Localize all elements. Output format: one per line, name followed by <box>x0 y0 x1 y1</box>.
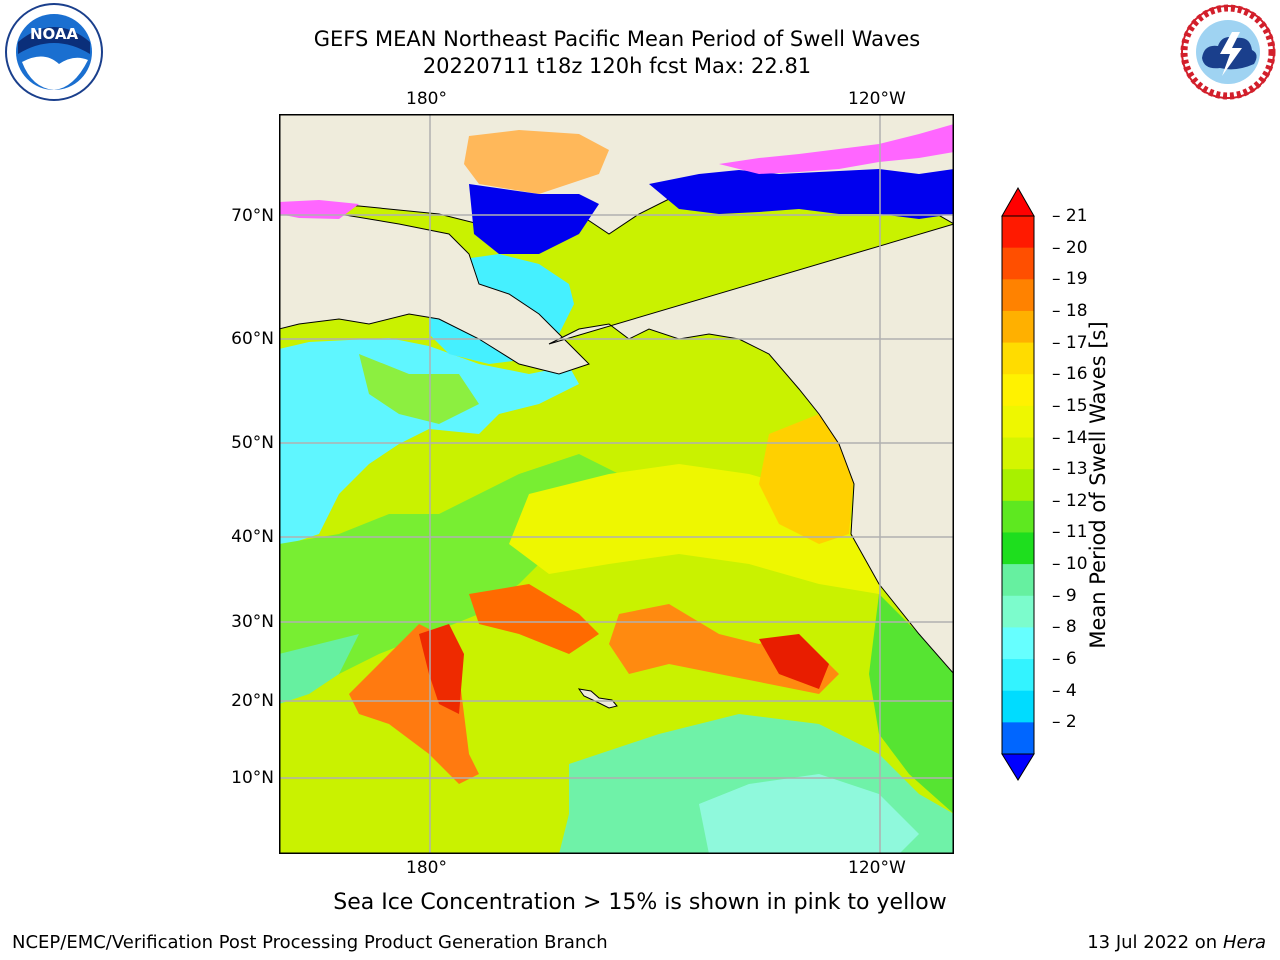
red-swell-core-east <box>759 634 829 689</box>
lat-label-70n: 70°N <box>231 206 274 226</box>
colorbar-swatch <box>1002 532 1034 565</box>
colorbar-tick-label: – 16 <box>1052 364 1088 385</box>
lon-label-top-180: 180° <box>406 89 447 109</box>
colorbar-tick-label: – 15 <box>1052 395 1088 416</box>
colorbar-swatch <box>1002 342 1034 375</box>
colorbar-tick-label: – 8 <box>1052 617 1077 638</box>
cyan-swell-zone <box>279 338 579 554</box>
national-weather-service-logo-icon <box>1180 4 1276 100</box>
lat-label-10n: 10°N <box>231 768 274 788</box>
colorbar-tick-label: – 19 <box>1052 269 1088 290</box>
red-swell-streak-central <box>469 584 599 654</box>
colorbar-swatch <box>1002 310 1034 344</box>
lon-label-top-120w: 120°W <box>848 89 906 109</box>
colorbar-tick-label: – 13 <box>1052 459 1088 480</box>
colorbar-tick-label: – 2 <box>1052 712 1077 733</box>
colorbar-swatch <box>1002 564 1034 597</box>
colorbar-tick-label: – 18 <box>1052 300 1088 321</box>
noaa-logo-icon: NOAA <box>5 3 103 101</box>
colorbar <box>1001 186 1035 781</box>
colorbar-tick-label: – 9 <box>1052 585 1077 606</box>
colorbar-swatch <box>1002 469 1034 502</box>
colorbar-tick-label: – 20 <box>1052 237 1088 258</box>
map-border <box>279 114 954 854</box>
colorbar-tick-label: – 6 <box>1052 649 1077 670</box>
lat-label-60n: 60°N <box>231 329 274 349</box>
lat-label-30n: 30°N <box>231 612 274 632</box>
lon-label-bottom-120w: 120°W <box>848 858 906 878</box>
chart-subtitle: 20220711 t18z 120h fcst Max: 22.81 <box>422 54 812 78</box>
colorbar-swatch <box>1002 627 1034 660</box>
lat-label-50n: 50°N <box>231 433 274 453</box>
colorbar-tick-label: – 11 <box>1052 522 1088 543</box>
orange-swell-zone <box>759 414 854 544</box>
tropical-cyan-zone <box>699 774 919 854</box>
lat-label-40n: 40°N <box>231 527 274 547</box>
colorbar-swatch <box>1002 216 1034 249</box>
colorbar-tick-label: – 21 <box>1052 206 1088 226</box>
mint-swell-zone <box>279 634 359 704</box>
sea-ice-note: Sea Ice Concentration > 15% is shown in … <box>333 890 947 915</box>
sea-ice-beaufort-pink <box>719 124 954 174</box>
green-coastal-band <box>869 594 954 814</box>
colorbar-swatch <box>1002 374 1034 407</box>
swell-period-map[interactable] <box>279 114 954 854</box>
colorbar-tick-label: – 4 <box>1052 680 1077 701</box>
sea-ice-blue-low-period <box>469 184 599 254</box>
sea-ice-beaufort-blue <box>649 169 954 219</box>
colorbar-title: Mean Period of Swell Waves [s] <box>1086 321 1110 649</box>
sea-ice-chukchi <box>464 130 609 194</box>
colorbar-swatch <box>1002 595 1034 628</box>
colorbar-tick-label: – 10 <box>1052 554 1088 575</box>
footer-host: Hera <box>1222 932 1266 953</box>
land-siberia <box>279 208 590 375</box>
colorbar-swatch <box>1002 437 1034 470</box>
colorbar-swatch <box>1002 659 1034 692</box>
land-hawaii <box>577 688 618 709</box>
colorbar-tick-label: – 12 <box>1052 490 1088 511</box>
colorbar-swatch <box>1002 690 1034 723</box>
lon-label-bottom-180: 180° <box>406 858 447 878</box>
lat-label-20n: 20°N <box>231 691 274 711</box>
colorbar-swatch <box>1002 405 1034 439</box>
colorbar-swatch <box>1002 722 1034 755</box>
footer-date: 13 Jul 2022 on Hera <box>1087 932 1266 953</box>
colorbar-tick-label: – 14 <box>1052 427 1088 448</box>
noaa-logo-text: NOAA <box>30 25 79 43</box>
green-patch <box>359 354 479 424</box>
colorbar-swatch <box>1002 279 1034 312</box>
graticule <box>279 114 954 854</box>
chart-title: GEFS MEAN Northeast Pacific Mean Period … <box>313 27 921 51</box>
colorbar-swatch <box>1002 500 1034 533</box>
footer-date-text: 13 Jul 2022 on <box>1087 932 1223 953</box>
colorbar-swatch <box>1002 247 1034 280</box>
colorbar-tick-label: – 17 <box>1052 332 1088 353</box>
footer-branch: NCEP/EMC/Verification Post Processing Pr… <box>12 932 608 953</box>
